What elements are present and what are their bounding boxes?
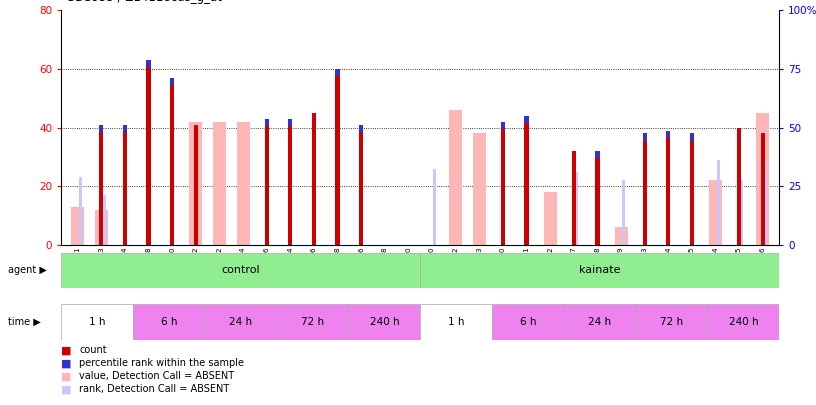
Bar <box>595 151 600 245</box>
Bar <box>636 304 707 340</box>
Bar <box>123 125 127 245</box>
Text: 1 h: 1 h <box>89 317 105 327</box>
Bar <box>71 207 84 245</box>
Bar <box>61 253 420 288</box>
Bar <box>61 304 133 340</box>
Text: 1 h: 1 h <box>448 317 464 327</box>
Text: 72 h: 72 h <box>301 317 324 327</box>
Bar <box>572 151 576 245</box>
Bar <box>193 125 198 245</box>
Text: ■: ■ <box>61 345 72 355</box>
Bar <box>595 151 600 158</box>
Text: ■: ■ <box>61 384 72 394</box>
Bar <box>170 78 175 85</box>
Text: count: count <box>79 345 107 355</box>
Bar <box>213 122 226 245</box>
Bar <box>761 134 765 245</box>
Bar <box>359 125 363 132</box>
Text: GDS955 / Z14118cds_g_at: GDS955 / Z14118cds_g_at <box>66 0 222 4</box>
Bar <box>420 304 492 340</box>
Bar <box>449 110 462 245</box>
Bar <box>277 304 348 340</box>
Bar <box>666 130 671 138</box>
Bar <box>717 160 720 245</box>
Bar <box>433 168 437 245</box>
Text: time ▶: time ▶ <box>8 317 41 327</box>
Bar <box>95 210 108 245</box>
Bar <box>146 60 151 245</box>
Bar <box>642 134 647 245</box>
Bar <box>737 128 741 245</box>
Bar <box>472 134 486 245</box>
Bar <box>642 134 647 141</box>
Bar <box>707 304 779 340</box>
Bar <box>264 119 268 245</box>
Bar <box>501 122 505 245</box>
Text: 6 h: 6 h <box>520 317 536 327</box>
Bar <box>525 116 529 123</box>
Text: 240 h: 240 h <box>370 317 399 327</box>
Bar <box>666 130 671 245</box>
Bar <box>335 69 339 245</box>
Bar <box>335 69 339 76</box>
Bar <box>765 163 767 245</box>
Bar <box>575 172 578 245</box>
Bar <box>741 181 743 245</box>
Text: ■: ■ <box>61 358 72 368</box>
Bar <box>205 304 277 340</box>
Bar <box>564 304 636 340</box>
Bar <box>100 125 104 132</box>
Bar <box>288 119 292 245</box>
Text: ■: ■ <box>61 371 72 381</box>
Text: 6 h: 6 h <box>161 317 177 327</box>
Bar <box>623 181 625 245</box>
Text: 24 h: 24 h <box>229 317 252 327</box>
Text: value, Detection Call = ABSENT: value, Detection Call = ABSENT <box>79 371 234 381</box>
Text: kainate: kainate <box>579 265 620 275</box>
Text: percentile rank within the sample: percentile rank within the sample <box>79 358 244 368</box>
Bar <box>189 122 202 245</box>
Text: 24 h: 24 h <box>588 317 611 327</box>
Bar <box>288 119 292 126</box>
Bar <box>100 125 104 245</box>
Bar <box>359 125 363 245</box>
Bar <box>492 304 564 340</box>
Text: agent ▶: agent ▶ <box>8 265 47 275</box>
Bar <box>146 60 151 67</box>
Bar <box>614 228 628 245</box>
Bar <box>264 119 268 126</box>
Bar <box>756 113 769 245</box>
Bar <box>103 195 105 245</box>
Bar <box>348 304 420 340</box>
Bar <box>312 113 316 245</box>
Bar <box>420 253 779 288</box>
Bar <box>690 134 694 245</box>
Text: rank, Detection Call = ABSENT: rank, Detection Call = ABSENT <box>79 384 229 394</box>
Bar <box>133 304 205 340</box>
Bar <box>525 116 529 245</box>
Bar <box>543 192 557 245</box>
Bar <box>709 181 722 245</box>
Text: 72 h: 72 h <box>660 317 683 327</box>
Text: control: control <box>221 265 260 275</box>
Bar <box>690 134 694 141</box>
Bar <box>123 125 127 132</box>
Bar <box>501 122 505 129</box>
Bar <box>237 122 250 245</box>
Bar <box>79 177 82 245</box>
Text: 240 h: 240 h <box>729 317 758 327</box>
Bar <box>170 78 175 245</box>
